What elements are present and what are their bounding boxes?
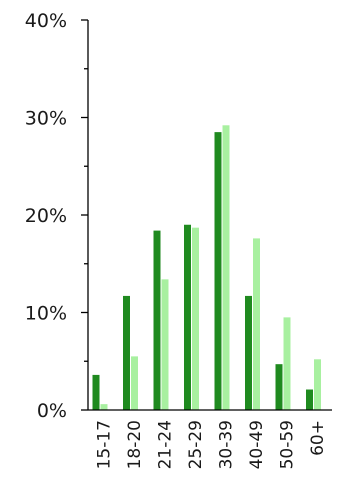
x-tick-label: 25-29 (186, 420, 206, 469)
x-axis-tick-labels: 15-17 18-20 21-24 25-29 30-39 40-49 50-59 60+ (94, 420, 328, 469)
x-tick-label: 15-17 (94, 420, 114, 469)
bar-series-1-18-20 (123, 295, 130, 410)
y-tick-label: 0% (37, 400, 67, 422)
x-tick-label: 60+ (308, 420, 328, 456)
bar-series-1-30-39 (214, 132, 222, 410)
x-tick-label: 30-39 (216, 420, 236, 469)
y-tick-label: 40% (25, 10, 67, 32)
bar-series-1-21-24 (153, 230, 161, 410)
bar-series-2-18-20 (131, 356, 138, 410)
x-tick-label: 18-20 (125, 420, 145, 469)
y-tick-label: 10% (25, 303, 67, 325)
bar-series-2-21-24 (161, 279, 169, 410)
bars (92, 125, 321, 411)
y-tick-label: 30% (25, 108, 67, 130)
bar-series-1-60+ (306, 389, 313, 410)
bar-series-2-30-39 (222, 125, 230, 411)
bar-series-1-25-29 (184, 224, 191, 410)
y-axis-ticks (81, 19, 88, 411)
bar-series-2-50-59 (283, 317, 291, 410)
x-tick-label: 50-59 (277, 420, 297, 469)
bar-series-2-15-17 (100, 404, 108, 410)
bar-series-2-25-29 (192, 227, 199, 410)
bar-series-1-40-49 (245, 295, 252, 410)
y-axis-tick-labels: 0% 10% 20% 30% 40% (25, 10, 67, 422)
x-tick-label: 40-49 (247, 420, 267, 469)
bar-series-2-40-49 (253, 238, 260, 410)
bar-series-1-50-59 (275, 364, 283, 410)
bar-series-1-15-17 (92, 374, 100, 410)
y-tick-label: 20% (25, 205, 67, 227)
bar-series-2-60+ (314, 359, 321, 410)
x-tick-label: 21-24 (155, 420, 175, 469)
